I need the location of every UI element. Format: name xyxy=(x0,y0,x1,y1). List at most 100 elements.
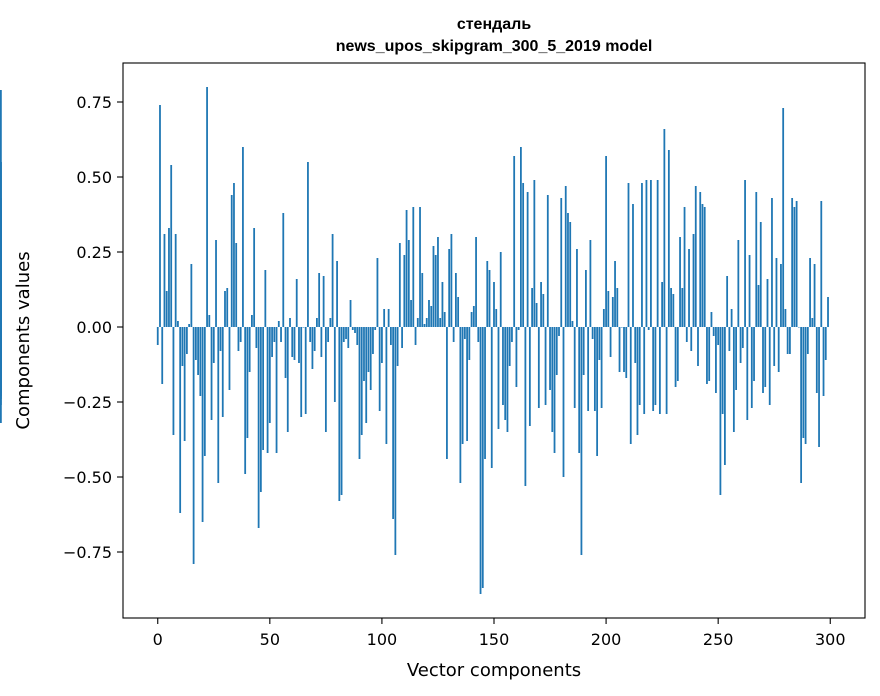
bar-277 xyxy=(777,327,780,372)
bar-82 xyxy=(340,327,343,495)
bar-207 xyxy=(620,327,623,328)
bar-238 xyxy=(690,327,693,351)
bar-76 xyxy=(327,327,330,342)
bar-99 xyxy=(378,327,381,411)
x-tick-label: 250 xyxy=(703,630,734,649)
bar-203 xyxy=(611,297,614,327)
bar-178 xyxy=(555,327,558,375)
bar-7 xyxy=(172,327,175,435)
bar-100 xyxy=(381,327,383,363)
bar-28 xyxy=(219,327,222,351)
y-tick-label: 0.25 xyxy=(76,243,112,262)
bar-113 xyxy=(410,300,412,327)
bar-78 xyxy=(331,234,334,327)
bar-139 xyxy=(468,327,471,360)
bar-140 xyxy=(470,312,473,327)
bar-183 xyxy=(567,213,569,327)
bar-266 xyxy=(753,327,755,381)
bar-258 xyxy=(735,327,737,390)
x-axis-ticks: 0 50 100 150 200 250 300 xyxy=(153,618,846,649)
bar-133 xyxy=(454,273,457,327)
bar-244 xyxy=(703,207,706,327)
bar-179 xyxy=(558,327,560,336)
x-axis-label: Vector components xyxy=(407,660,581,681)
bar-188 xyxy=(578,327,581,453)
bar-273 xyxy=(768,327,771,405)
bar-295 xyxy=(818,327,820,447)
bar-158 xyxy=(511,327,513,342)
bar-49 xyxy=(266,327,269,453)
x-tick-label: 200 xyxy=(591,630,622,649)
bar-18 xyxy=(197,327,199,375)
bar-294 xyxy=(815,327,818,393)
bar-52 xyxy=(273,327,276,342)
bar-260 xyxy=(739,327,742,363)
bar-250 xyxy=(717,327,720,345)
bar-235 xyxy=(683,207,686,327)
bar-152 xyxy=(497,327,500,429)
bar-291 xyxy=(809,258,811,327)
bar-26 xyxy=(215,240,217,327)
bar-138 xyxy=(466,327,468,441)
bar-217 xyxy=(643,327,646,414)
bar-287 xyxy=(800,327,803,483)
bar-40 xyxy=(246,327,249,438)
bar-29 xyxy=(221,327,224,417)
bar-194 xyxy=(591,327,594,339)
bar-135 xyxy=(459,327,462,483)
bar-0 xyxy=(156,327,159,345)
bar-322 xyxy=(0,276,2,327)
bar-30 xyxy=(224,291,226,327)
bar-298 xyxy=(824,327,827,360)
bar-210 xyxy=(627,183,630,327)
bar-8 xyxy=(174,234,177,327)
bar-263 xyxy=(746,327,749,420)
bar-192 xyxy=(587,327,590,411)
bar-216 xyxy=(641,183,643,327)
bar-245 xyxy=(706,327,708,384)
bar-5 xyxy=(168,228,170,327)
bar-155 xyxy=(504,327,507,420)
bar-230 xyxy=(672,294,675,327)
bar-249 xyxy=(715,327,717,393)
bar-224 xyxy=(658,327,661,414)
bar-68 xyxy=(309,327,312,342)
bar-39 xyxy=(244,327,247,474)
bar-6 xyxy=(170,165,173,327)
bar-146 xyxy=(484,327,486,459)
bar-92 xyxy=(363,327,365,381)
bar-121 xyxy=(428,300,430,327)
bar-124 xyxy=(434,255,437,327)
bar-247 xyxy=(710,312,713,327)
bar-116 xyxy=(416,318,419,327)
bar-123 xyxy=(432,246,435,327)
bar-129 xyxy=(446,327,448,459)
bar-186 xyxy=(573,327,576,408)
bar-89 xyxy=(356,327,359,345)
bar-127 xyxy=(441,282,444,327)
bar-15 xyxy=(190,264,193,327)
bar-164 xyxy=(524,327,527,486)
bar-251 xyxy=(719,327,722,495)
bar-255 xyxy=(728,327,731,351)
bar-21 xyxy=(203,327,206,456)
bar-200 xyxy=(605,156,607,327)
bar-112 xyxy=(407,240,410,327)
bar-190 xyxy=(582,327,585,375)
bar-136 xyxy=(461,327,464,444)
bar-290 xyxy=(806,327,809,354)
bars-group xyxy=(0,87,829,594)
bar-81 xyxy=(338,327,341,501)
bar-125 xyxy=(437,237,439,327)
bar-215 xyxy=(638,327,641,405)
bar-151 xyxy=(495,309,498,327)
bar-104 xyxy=(389,327,392,345)
bar-264 xyxy=(748,255,751,327)
bar-83 xyxy=(342,327,345,342)
bar-12 xyxy=(183,327,186,441)
bar-31 xyxy=(226,288,229,327)
bar-174 xyxy=(546,195,549,327)
bar-118 xyxy=(421,273,424,327)
bar-111 xyxy=(405,210,408,327)
bar-297 xyxy=(822,327,825,396)
